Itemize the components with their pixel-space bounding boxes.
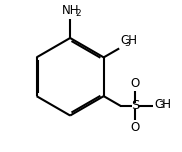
Text: O: O [131,121,140,135]
Text: 3: 3 [124,39,130,48]
Text: O: O [131,77,140,90]
Text: S: S [131,99,140,112]
Text: CH: CH [154,98,171,111]
Text: NH: NH [61,4,79,17]
Text: 3: 3 [158,101,164,110]
Text: CH: CH [120,34,137,47]
Text: 2: 2 [76,9,81,18]
